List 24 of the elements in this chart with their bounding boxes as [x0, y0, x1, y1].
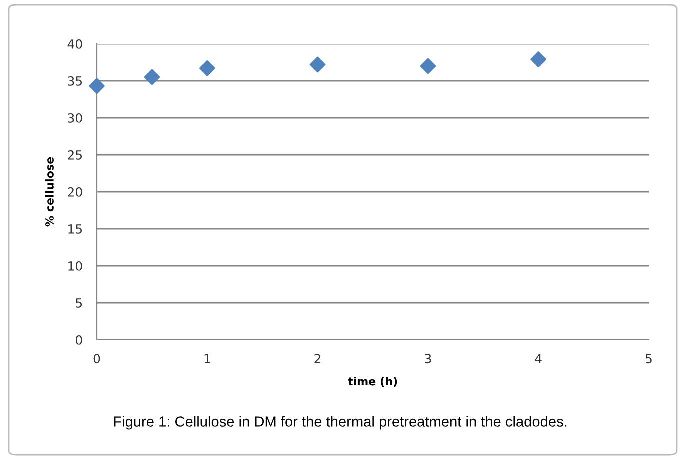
y-axis-title: % cellulose: [45, 157, 54, 227]
y-tick-label: 15: [68, 224, 82, 234]
x-tick-label: 1: [204, 354, 210, 364]
y-tick-label: 30: [68, 113, 82, 123]
y-tick-label: 5: [76, 298, 82, 308]
caption: Figure 1: Cellulose in DM for the thermal pretreatment in the cladodes.: [114, 416, 567, 430]
point: [89, 78, 105, 94]
x-tick-label: 3: [425, 354, 432, 364]
x-axis-title: time (h): [348, 377, 398, 388]
x-tick-label: 4: [535, 354, 542, 364]
x-tick-label: 5: [646, 354, 652, 364]
y-tick-label: 20: [68, 187, 82, 197]
point: [310, 56, 326, 73]
y-tick-label: 25: [68, 150, 82, 160]
y-tick-label: 40: [68, 39, 82, 49]
point: [144, 69, 160, 86]
y-tick-label: 35: [68, 76, 82, 86]
x-tick-label: 2: [314, 354, 321, 364]
y-tick-label: 10: [68, 261, 82, 271]
x-tick-label: 0: [94, 354, 100, 364]
point: [530, 52, 547, 68]
point: [420, 58, 436, 74]
point: [199, 60, 216, 76]
y-tick-label: 0: [76, 335, 82, 345]
